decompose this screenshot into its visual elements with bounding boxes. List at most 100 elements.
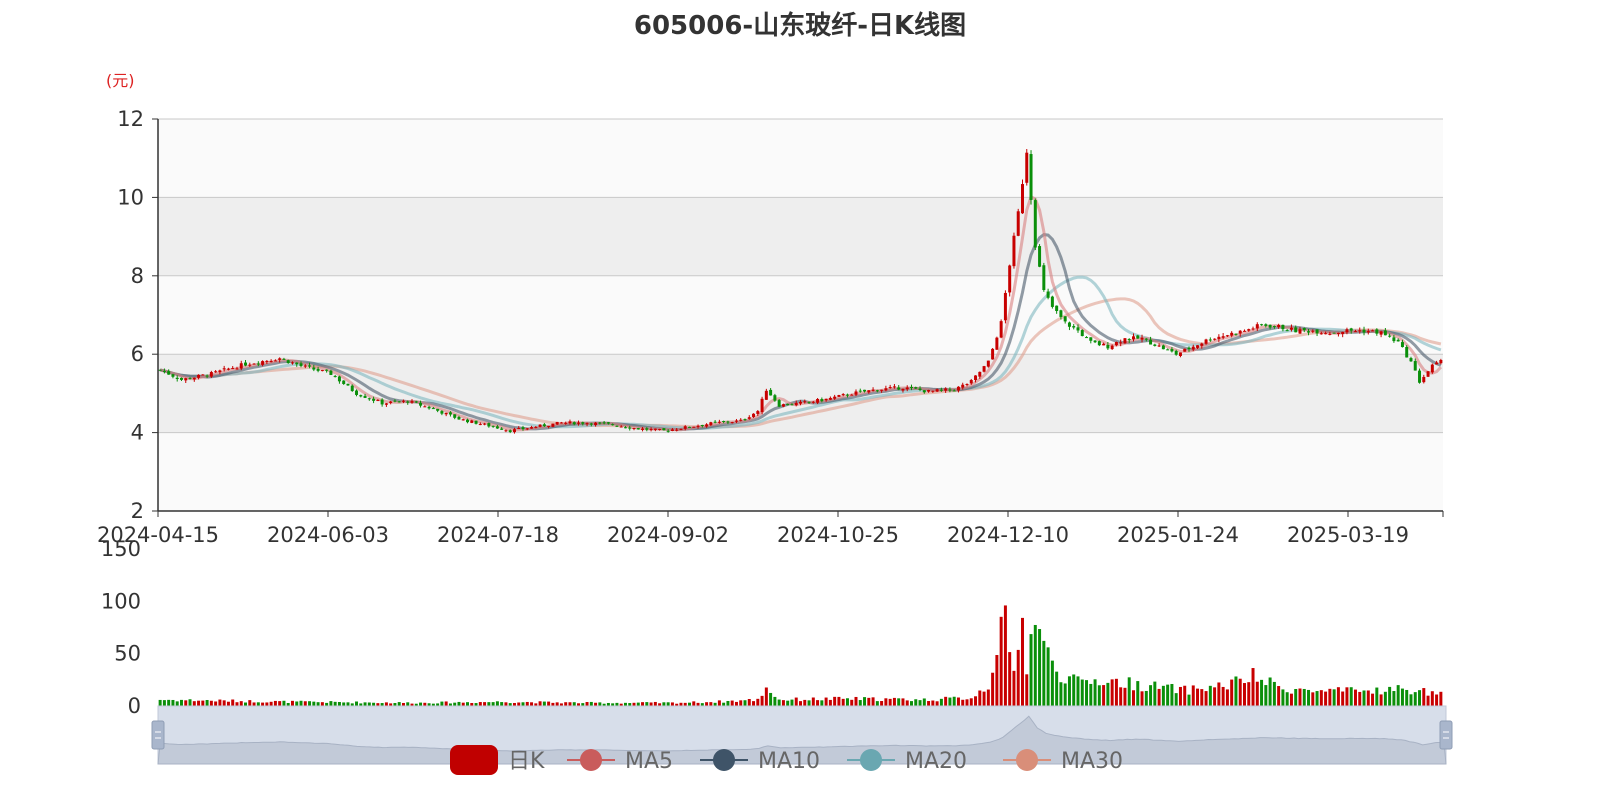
- volume-bar: [248, 700, 252, 706]
- candle-body: [986, 360, 990, 367]
- candle-body: [1332, 332, 1336, 334]
- candle-body: [1050, 296, 1054, 307]
- candle-body: [316, 368, 320, 371]
- candle-body: [1140, 337, 1144, 340]
- volume-bar: [1076, 676, 1080, 706]
- candle-body: [1046, 291, 1050, 298]
- candle-body: [969, 380, 973, 384]
- candle-body: [875, 390, 879, 392]
- candle-body: [1136, 335, 1140, 339]
- volume-bar: [679, 702, 683, 706]
- volume-bar: [1106, 682, 1110, 706]
- volume-bar: [1042, 640, 1046, 706]
- volume-bar: [999, 616, 1003, 706]
- volume-bar: [1324, 691, 1328, 706]
- candle-body: [214, 371, 218, 373]
- volume-bar: [188, 699, 192, 706]
- volume-bar: [512, 702, 516, 706]
- volume-bar: [393, 703, 397, 706]
- candle-body: [286, 360, 290, 363]
- legend-item-ma30[interactable]: MA30: [1003, 749, 1123, 774]
- date-tick-label: 2024-10-25: [777, 523, 899, 547]
- candle-body: [867, 390, 871, 393]
- candle-body: [991, 348, 995, 360]
- volume-bar: [427, 703, 431, 706]
- volume-bar: [645, 702, 649, 706]
- candle-body: [1383, 330, 1387, 336]
- candle-body: [1264, 324, 1268, 326]
- volume-bar: [290, 700, 294, 706]
- volume-bar: [325, 702, 329, 706]
- volume-bar: [414, 703, 418, 706]
- candle-body: [845, 394, 849, 396]
- candle-body: [295, 362, 299, 365]
- candle-body: [1281, 324, 1285, 330]
- legend-item-ma20[interactable]: MA20: [847, 749, 967, 774]
- volume-bar: [696, 702, 700, 706]
- candle-body: [1289, 327, 1293, 330]
- volume-bar: [542, 701, 546, 706]
- volume-bar: [653, 701, 657, 706]
- candle-body: [799, 401, 802, 404]
- candle-body: [1272, 326, 1276, 328]
- volume-bar: [316, 702, 320, 706]
- price-tick-label: 12: [117, 107, 144, 131]
- volume-bar: [1392, 691, 1396, 706]
- volume-bar: [662, 702, 666, 706]
- candle-body: [312, 367, 316, 370]
- legend-item-日k[interactable]: 日K: [450, 745, 545, 775]
- candle-body: [850, 394, 854, 396]
- candle-body: [581, 422, 585, 424]
- candle-body: [598, 422, 602, 424]
- volume-bar: [1435, 694, 1439, 706]
- candle-body: [1247, 329, 1251, 331]
- candle-body: [713, 421, 717, 423]
- candle-body: [222, 368, 226, 370]
- candle-body: [756, 411, 760, 414]
- candle-body: [1131, 336, 1135, 340]
- slider-handle-grip[interactable]: [1439, 720, 1453, 750]
- candle-body: [372, 398, 376, 401]
- candle-body: [1294, 327, 1298, 333]
- volume-bar: [927, 701, 931, 706]
- volume-bar: [739, 700, 743, 706]
- volume-bar: [222, 700, 226, 706]
- volume-bar: [487, 702, 491, 706]
- volume-bar: [342, 702, 346, 706]
- volume-bar: [581, 703, 585, 706]
- volume-bar: [803, 699, 807, 706]
- slider-handle[interactable]: [151, 720, 165, 750]
- price-tick-label: 8: [131, 264, 144, 288]
- volume-bar: [790, 699, 794, 706]
- candle-body: [1204, 339, 1208, 344]
- volume-bar: [820, 700, 824, 706]
- candle-body: [1251, 328, 1255, 330]
- legend-item-ma5[interactable]: MA5: [567, 749, 673, 774]
- volume-tick-label: 0: [128, 694, 141, 718]
- volume-bar: [376, 703, 380, 706]
- slider-handle[interactable]: [1439, 720, 1453, 750]
- volume-bar: [658, 703, 662, 706]
- volume-bar: [1225, 689, 1229, 706]
- candle-body: [1225, 335, 1229, 337]
- volume-bar: [444, 701, 448, 706]
- legend-label: MA30: [1061, 749, 1123, 774]
- volume-bar: [752, 701, 756, 706]
- candle-body: [350, 385, 354, 392]
- legend-item-ma10[interactable]: MA10: [700, 749, 820, 774]
- candle-body: [786, 403, 790, 406]
- candle-body: [636, 428, 640, 430]
- volume-bar: [982, 691, 986, 706]
- volume-bar: [1289, 693, 1293, 706]
- volume-bar: [1055, 671, 1059, 706]
- candle-body: [1277, 325, 1281, 328]
- volume-bar: [632, 702, 636, 706]
- volume-bar: [1439, 691, 1443, 706]
- candle-body: [743, 419, 747, 421]
- grid-band: [158, 432, 1443, 511]
- candle-body: [628, 427, 632, 429]
- candle-body: [393, 400, 397, 402]
- slider-handle-grip[interactable]: [151, 720, 165, 750]
- candle-body: [803, 401, 807, 403]
- candle-body: [1008, 265, 1012, 293]
